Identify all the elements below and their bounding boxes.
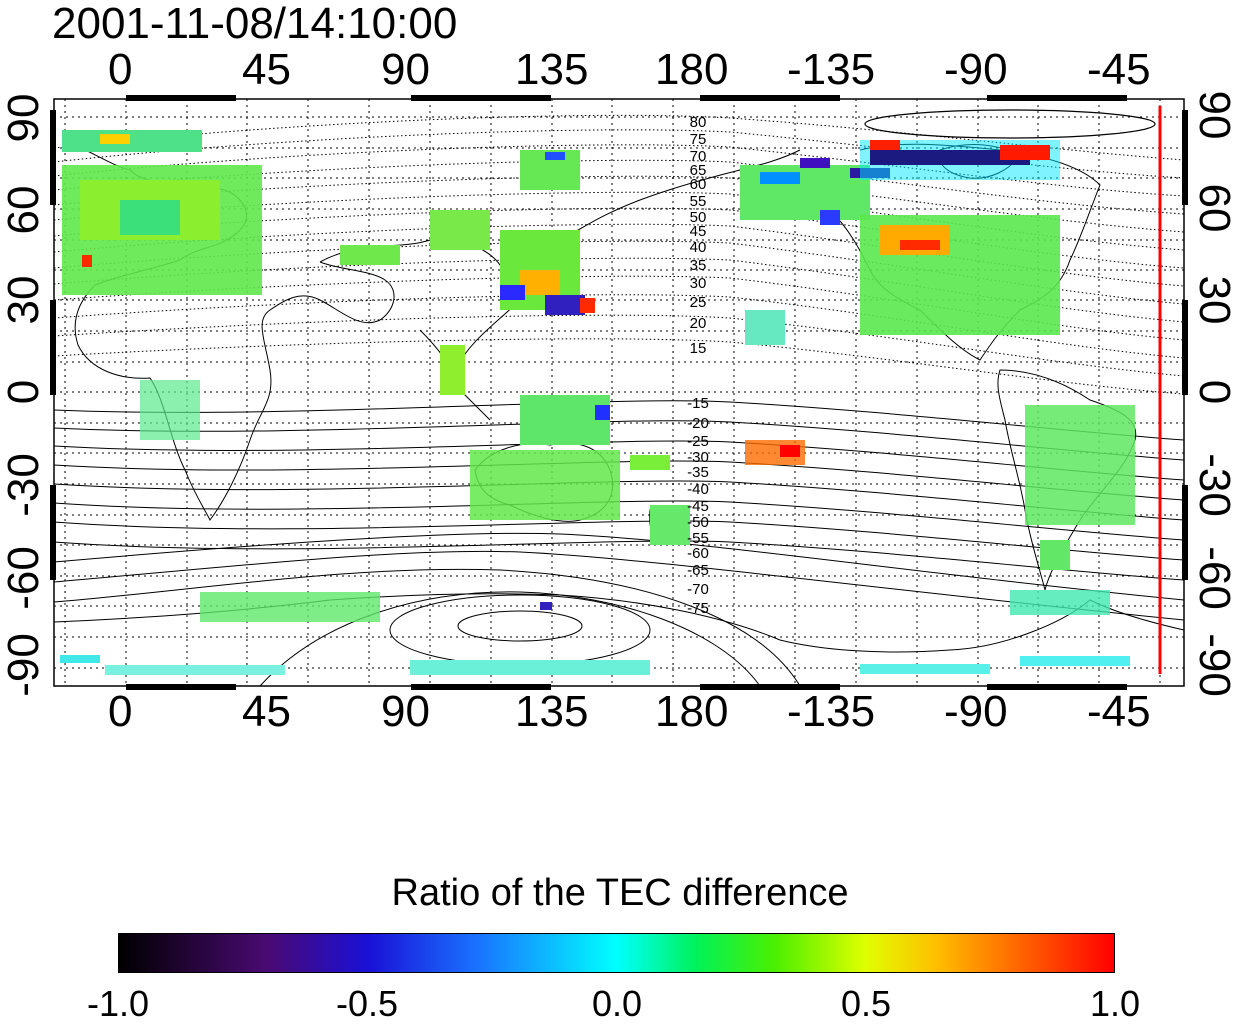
border-tick-bars	[50, 95, 1188, 690]
colorbar-label: 0.5	[840, 983, 892, 1024]
lon-tick-bottom: -90	[944, 687, 1008, 736]
contour-label: -35	[687, 464, 709, 481]
contour-label: -55	[687, 530, 709, 547]
lon-tick-top: -135	[787, 45, 876, 94]
tec-data-patches	[60, 130, 1135, 675]
lon-tick-top: -45	[1087, 45, 1151, 94]
contour-label: -45	[687, 498, 709, 515]
lon-tick-top: 180	[655, 45, 729, 94]
lon-tick-top: 135	[515, 45, 589, 94]
contour-label: -30	[687, 449, 709, 466]
colorbar-title: Ratio of the TEC difference	[391, 872, 849, 914]
lon-tick-top: 90	[381, 45, 430, 94]
north-pole-contour	[864, 109, 1156, 139]
timestamp: 2001-11-08/14:10:00	[52, 0, 458, 48]
lon-tick-top: -90	[944, 45, 1008, 94]
contour-label: -60	[687, 545, 709, 562]
colorbar-label: -0.5	[335, 983, 399, 1024]
lon-tick-bottom: 90	[381, 687, 430, 736]
colorbar-label: -1.0	[86, 983, 150, 1024]
contour-label: 35	[690, 257, 707, 274]
contour-label: 15	[690, 340, 707, 357]
contour-label: -15	[687, 395, 709, 412]
contour-label: -20	[687, 415, 709, 432]
contour-label: 65	[690, 162, 707, 179]
lon-tick-bottom: 45	[242, 687, 291, 736]
contour-label: -40	[687, 481, 709, 498]
contour-label: 45	[690, 223, 707, 240]
contour-label: -50	[687, 514, 709, 531]
contour-label: 75	[690, 131, 707, 148]
contour-labels-north: 80 75 70 65 60 55 50 45 40 35 30 25 20 1…	[690, 114, 707, 357]
contour-label: -65	[687, 562, 709, 579]
contour-label: 30	[690, 275, 707, 292]
lon-tick-bottom: -135	[787, 687, 876, 736]
lon-tick-top: 45	[242, 45, 291, 94]
contour-label: 50	[690, 209, 707, 226]
contour-label: 60	[690, 176, 707, 193]
lon-tick-bottom: 0	[108, 687, 133, 736]
lon-tick-bottom: 135	[515, 687, 589, 736]
contour-label: 55	[690, 193, 707, 210]
contour-label: 25	[690, 294, 707, 311]
contour-label: 80	[690, 114, 707, 131]
contour-label: 20	[690, 315, 707, 332]
colorbar-label: 0.0	[591, 983, 643, 1024]
lon-tick-top: 0	[108, 45, 133, 94]
contour-label: -70	[687, 581, 709, 598]
contour-labels-south: -15 -20 -25 -30 -35 -40 -45 -50 -55 -60 …	[687, 395, 709, 617]
contour-label: -25	[687, 433, 709, 450]
colorbar	[118, 933, 1115, 973]
lon-tick-bottom: 180	[655, 687, 729, 736]
tec-map: 80 75 70 65 60 55 50 45 40 35 30 25 20 1…	[50, 95, 1188, 690]
contour-label: -75	[687, 600, 709, 617]
colorbar-label: 1.0	[1089, 983, 1141, 1024]
contour-label: 70	[690, 148, 707, 165]
lon-tick-bottom: -45	[1087, 687, 1151, 736]
contour-label: 40	[690, 239, 707, 256]
